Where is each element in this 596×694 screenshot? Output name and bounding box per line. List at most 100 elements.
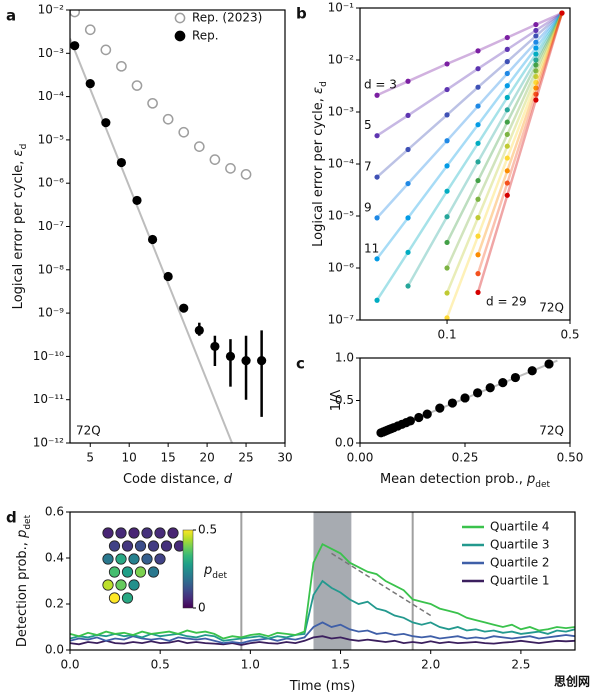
data-point — [374, 215, 380, 221]
colorbar-label-sub: det — [212, 571, 227, 581]
y-tick-label: 0.0 — [335, 436, 354, 450]
data-point — [444, 315, 450, 320]
y-tick-label: 0.0 — [45, 643, 64, 657]
legend-label: Quartile 4 — [490, 520, 550, 534]
qubit — [160, 540, 173, 552]
curve-label: d = 3 — [364, 78, 397, 92]
data-point — [533, 33, 539, 39]
data-point — [444, 61, 450, 67]
y-tick-label: 10⁻⁶ — [38, 176, 65, 190]
data-point — [225, 351, 236, 361]
data-point — [225, 163, 236, 174]
qubit — [115, 579, 127, 591]
x-tick-label: 0.0 — [60, 658, 79, 672]
watermark: 思创网 — [554, 674, 590, 689]
y-axis-label-text: Logical error per cycle, — [11, 156, 26, 309]
data-point — [533, 91, 539, 97]
data-point — [210, 341, 220, 352]
qubit — [102, 527, 114, 539]
data-point — [475, 84, 481, 90]
panel-letter: d — [6, 509, 17, 527]
x-axis-label-text: Code distance, — [123, 472, 224, 487]
data-point — [374, 256, 380, 262]
qubit — [121, 592, 134, 604]
axes-frame — [69, 9, 286, 444]
x-tick-label: 5 — [86, 451, 94, 465]
curve-label: 9 — [364, 200, 372, 214]
qubit — [128, 579, 140, 591]
data-point — [241, 355, 251, 366]
axes-frame — [69, 511, 576, 651]
data-point — [475, 215, 481, 221]
data-point — [178, 126, 190, 138]
annotation: 72Q — [539, 301, 564, 315]
data-point — [504, 34, 510, 41]
legend-swatch — [174, 12, 186, 24]
legend-label: Rep. — [192, 29, 219, 43]
data-point — [533, 27, 539, 34]
series-line — [445, 12, 564, 294]
series-line — [476, 12, 564, 274]
y-axis-label-sub: det — [23, 514, 33, 529]
x-tick-label: 0.25 — [452, 451, 479, 465]
data-point — [70, 10, 81, 18]
data-point — [498, 378, 508, 388]
data-point — [444, 138, 450, 144]
x-tick-label: 1.5 — [331, 658, 350, 672]
data-point — [527, 366, 537, 376]
data-point — [132, 195, 142, 206]
data-point — [70, 41, 80, 51]
legend-swatch — [174, 30, 186, 42]
qubit — [102, 579, 114, 591]
data-point — [374, 92, 380, 98]
data-point — [475, 177, 481, 184]
data-point — [504, 59, 510, 65]
data-point — [544, 359, 554, 369]
data-point — [444, 163, 450, 169]
data-point — [533, 62, 539, 68]
panel-letter: b — [296, 5, 307, 23]
qubit — [121, 540, 134, 552]
annotation: 72Q — [539, 424, 564, 438]
colorbar-label-var: p — [203, 563, 212, 578]
series-line — [70, 635, 575, 646]
legend-label: Quartile 1 — [490, 574, 550, 588]
x-tick-label: 0.50 — [557, 451, 584, 465]
qubit — [141, 553, 153, 565]
y-tick-label: 10⁻⁴ — [328, 157, 355, 171]
series-line — [70, 579, 575, 642]
qubit — [154, 527, 166, 539]
y-tick-label: 0.6 — [45, 505, 64, 519]
y-axis-label: Detection prob., pdet — [15, 514, 33, 647]
data-point — [240, 169, 252, 180]
x-tick-label: 2.5 — [511, 658, 530, 672]
data-point — [444, 290, 450, 296]
data-point — [504, 46, 510, 52]
data-point — [533, 73, 539, 80]
data-point — [475, 289, 481, 295]
data-point — [504, 83, 510, 89]
x-axis-label-var: d — [224, 472, 233, 487]
y-axis-label-var: ε — [11, 149, 26, 156]
curve-label: 7 — [364, 160, 372, 174]
series-line — [476, 12, 564, 256]
colorbar-tick-label: 0 — [198, 601, 206, 615]
y-axis-label: Logical error per cycle, εd — [311, 81, 329, 247]
y-tick-label: 0.5 — [335, 393, 354, 407]
qubit — [154, 553, 166, 565]
data-point — [374, 174, 380, 180]
y-tick-label: 10⁻³ — [38, 46, 65, 60]
data-point — [209, 154, 221, 165]
x-tick-label: 15 — [161, 451, 176, 465]
data-point — [533, 79, 539, 86]
data-point — [504, 155, 510, 161]
data-point — [447, 398, 457, 408]
data-point — [147, 234, 158, 245]
y-tick-label: 10⁻¹² — [33, 436, 64, 450]
data-point — [475, 196, 481, 202]
data-point — [116, 60, 127, 72]
data-point — [504, 107, 510, 113]
data-point — [473, 388, 483, 398]
data-point — [533, 97, 539, 103]
